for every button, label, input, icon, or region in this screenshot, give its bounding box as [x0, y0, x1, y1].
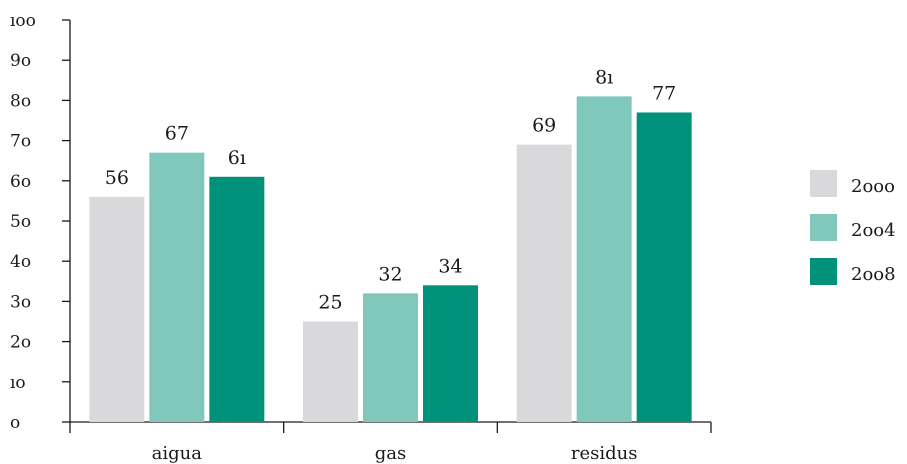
y-tick-label: 5o: [10, 212, 31, 232]
y-tick-label: ıoo: [10, 11, 36, 31]
x-axis: aigua gas residus: [69, 421, 712, 464]
legend-swatch-2004: [810, 214, 837, 241]
legend-swatch-2008: [810, 258, 837, 285]
data-label: 32: [378, 263, 402, 285]
bar-aigua-2004: [149, 152, 205, 422]
y-tick-label: 2o: [10, 333, 31, 353]
bar-residus-2000: [516, 144, 572, 422]
legend-label: 2oo4: [851, 220, 896, 241]
bars: [89, 96, 692, 423]
y-tick-label: 6o: [10, 172, 31, 192]
y-tick-label: 8o: [10, 91, 31, 111]
bar-residus-2008: [636, 112, 692, 423]
data-label: 34: [438, 255, 462, 277]
y-tick-label: o: [10, 413, 20, 433]
bar-gas-2008: [423, 285, 478, 422]
data-label: 69: [532, 115, 556, 137]
x-category-label: residus: [571, 443, 638, 464]
bar-gas-2004: [363, 293, 418, 422]
data-label: 25: [318, 292, 342, 314]
y-tick-label: 9o: [10, 51, 31, 71]
bar-gas-2000: [303, 321, 358, 422]
bar-residus-2004: [576, 96, 632, 422]
data-label: 77: [652, 82, 676, 104]
y-tick-label: 7o: [10, 132, 31, 152]
legend-swatch-2000: [810, 170, 837, 197]
y-tick-label: 3o: [10, 292, 31, 312]
x-category-label: aigua: [152, 443, 203, 464]
data-label: 8ı: [595, 66, 613, 88]
bar-aigua-2008: [209, 176, 265, 422]
x-category-label: gas: [375, 443, 407, 464]
y-axis: o ıo 2o 3o 4o 5o 6o 7o 8o 9o ıoo: [10, 11, 71, 433]
data-label: 56: [105, 167, 129, 189]
bar-aigua-2000: [89, 196, 145, 422]
y-tick-label: ıo: [10, 373, 26, 393]
legend-label: 2ooo: [851, 176, 895, 197]
legend-label: 2oo8: [851, 264, 896, 285]
y-tick-label: 4o: [10, 252, 31, 272]
legend: 2ooo 2oo4 2oo8: [810, 170, 896, 285]
data-label: 67: [165, 123, 189, 145]
data-labels: 56 67 6ı 25 32 34 69 8ı 77: [105, 66, 677, 313]
data-label: 6ı: [228, 147, 246, 169]
